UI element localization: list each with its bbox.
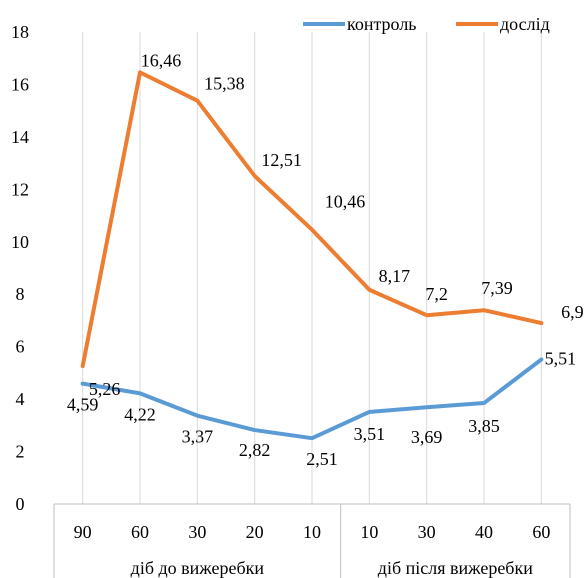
data-label: 2,51 [306,449,338,469]
data-label: 7,39 [481,278,513,298]
x-tick-label: 60 [131,522,149,542]
y-tick-label: 0 [16,494,25,514]
data-label: 5,51 [545,349,577,369]
x-tick-label: 30 [188,522,206,542]
data-label: 15,38 [204,74,245,94]
y-tick-label: 10 [11,232,29,252]
y-tick-label: 12 [11,179,29,199]
legend-label: контроль [347,14,417,34]
x-tick-label: 40 [475,522,493,542]
data-label: 3,51 [354,424,386,444]
series-line-control [80,357,544,441]
data-label: 12,51 [261,150,302,170]
data-label: 3,69 [411,427,443,447]
series-line-experiment [80,70,544,369]
x-tick-label: 30 [418,522,436,542]
x-tick-label: 10 [303,522,321,542]
x-group-label: діб після вижеребки [378,558,533,578]
data-label: 3,37 [182,427,214,447]
data-label: 5,26 [89,379,121,399]
y-tick-label: 18 [11,22,29,42]
data-label: 10,46 [325,192,366,212]
y-tick-label: 6 [16,337,25,357]
y-tick-label: 16 [11,74,29,94]
x-group-label: діб до вижеребки [131,558,265,578]
data-label: 8,17 [379,266,411,286]
y-tick-label: 14 [11,127,29,147]
data-label: 4,22 [124,404,156,424]
x-tick-label: 90 [74,522,92,542]
x-tick-label: 20 [246,522,264,542]
data-label: 3,85 [468,416,500,436]
x-tick-label: 60 [532,522,550,542]
y-tick-label: 8 [16,284,25,304]
x-tick-label: 10 [360,522,378,542]
y-tick-label: 2 [16,442,25,462]
data-label: 4,59 [67,395,99,415]
data-label: 7,2 [425,284,448,304]
y-tick-label: 4 [16,389,25,409]
data-label: 6,9 [561,302,584,322]
data-label: 2,82 [239,440,271,460]
legend-label: дослід [500,14,550,34]
data-label: 16,46 [141,50,182,70]
